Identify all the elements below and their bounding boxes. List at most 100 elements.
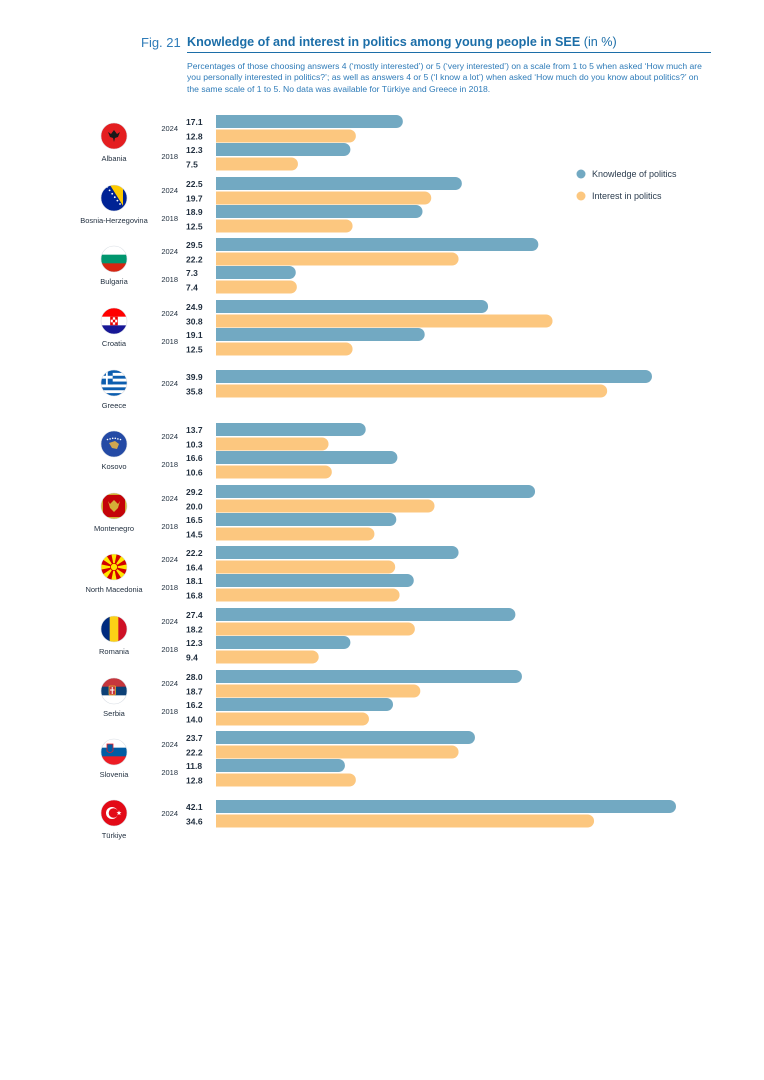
figure-unit: (in %) [583,35,617,49]
flag-star [116,199,119,202]
interest-bar [216,622,415,636]
legend-swatch-knowledge [576,169,586,179]
flag-fill [101,431,127,457]
knowledge-bar [216,300,489,313]
flag-ray [110,554,118,567]
knowledge-bar [216,328,425,341]
interest-bar [216,219,353,233]
country-label: Türkiye [102,831,127,840]
knowledge-value-label: 23.7 [186,733,203,743]
flag-sun [110,563,119,572]
flag-stripe [101,308,127,318]
flag-greece-icon [100,369,128,397]
knowledge-bar-square-end [216,238,223,251]
flag-checker [115,317,118,320]
interest-value-label: 9.4 [186,653,198,663]
knowledge-bar-square-end [216,451,223,464]
knowledge-bar [216,608,516,621]
flag-outline [100,245,128,273]
interest-value-label: 20.0 [186,502,203,512]
flag-outline [100,184,128,212]
interest-bar-square-end [216,314,223,328]
interest-bar [216,129,356,143]
interest-bar [216,252,459,266]
flag-outline [100,615,128,643]
knowledge-bar-square-end [216,300,223,313]
knowledge-bar-square-end [216,485,223,498]
knowledge-value-label: 24.9 [186,302,203,312]
flag-stripe [101,387,127,391]
knowledge-value-label: 18.1 [186,576,203,586]
flag-stripe [101,370,127,374]
interest-bar [216,191,432,205]
flag-stripe [101,375,127,379]
knowledge-value-label: 13.7 [186,425,203,435]
country-label: Romania [99,647,130,656]
interest-bar-square-end [216,712,223,726]
interest-bar [216,465,332,479]
flag-checker [110,322,113,325]
knowledge-bar-square-end [216,546,223,559]
legend-label-knowledge: Knowledge of politics [592,169,677,179]
flag-stripe [101,384,127,388]
flag-outline [100,430,128,458]
interest-bar [216,745,459,759]
flag-fill [101,370,127,396]
knowledge-value-label: 22.2 [186,548,203,558]
flag-albania-icon [100,122,128,150]
year-label: 2018 [161,337,178,346]
year-label: 2018 [161,645,178,654]
flag-ray [114,563,127,571]
knowledge-bar [216,800,676,813]
flag-outline [100,492,128,520]
year-label: 2018 [161,275,178,284]
interest-value-label: 34.6 [186,817,203,827]
figure-header: Fig. 21 Knowledge of and interest in pol… [0,0,764,100]
flag-stripe [109,616,119,642]
year-label: 2024 [161,186,178,195]
year-label: 2018 [161,583,178,592]
knowledge-value-label: 19.1 [186,330,203,340]
flag-outline [100,553,128,581]
country-label: Kosovo [101,462,126,471]
interest-value-label: 16.8 [186,591,203,601]
country-label: Slovenia [100,770,130,779]
knowledge-bar [216,759,345,772]
flag-checker [112,319,116,323]
country-label: Albania [101,154,127,163]
interest-bar-square-end [216,252,223,266]
flag-cross-h [101,375,113,379]
flag-stripe [101,695,127,704]
knowledge-value-label: 7.3 [186,268,198,278]
flag-fill [101,678,127,704]
year-label: 2024 [161,309,178,318]
knowledge-bar [216,238,539,251]
interest-bar [216,773,356,787]
flag-stripe [101,378,127,382]
knowledge-bar-square-end [216,800,223,813]
flag-outline [100,738,128,766]
year-label: 2024 [161,379,178,388]
interest-value-label: 14.0 [186,715,203,725]
flag-star [111,192,114,195]
year-label: 2018 [161,768,178,777]
interest-bar-square-end [216,465,223,479]
flag-fill [101,616,127,642]
flag-stripe [101,246,127,256]
eagle-shape [108,130,120,142]
flag-star [109,438,111,440]
knowledge-bar [216,636,351,649]
flag-north-macedonia-icon [100,553,128,581]
flag-checker [115,322,118,325]
flag-stripe [101,254,127,264]
interest-bar [216,280,297,294]
title-rule [187,52,711,53]
interest-value-label: 14.5 [186,530,203,540]
interest-bar-square-end [216,527,223,541]
country-label: Bosnia-Herzegovina [80,216,148,225]
knowledge-bar-square-end [216,670,223,683]
year-label: 2024 [161,494,178,503]
interest-bar-square-end [216,588,223,602]
flag-fill [101,739,127,765]
interest-value-label: 22.2 [186,255,203,265]
